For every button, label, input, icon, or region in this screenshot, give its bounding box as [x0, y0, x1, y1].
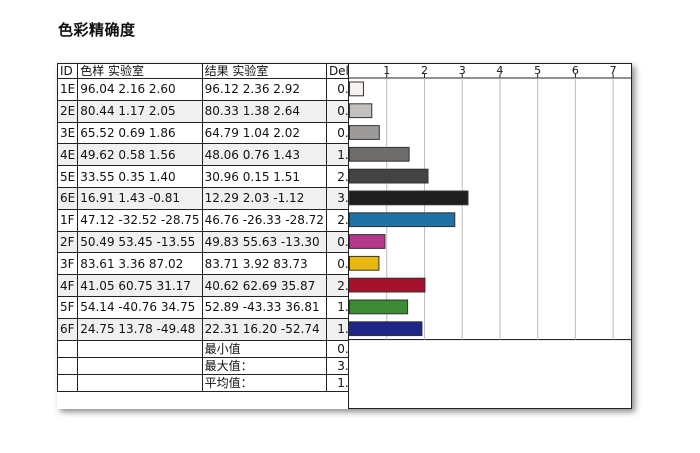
header-id: ID	[56, 63, 79, 79]
row-result-lab: 22.31 16.20 -52.74	[201, 317, 327, 341]
bar-2E	[349, 103, 373, 119]
stat-empty	[56, 339, 79, 358]
bar-1E	[349, 81, 364, 97]
bar-4F	[349, 277, 426, 293]
bar-5F	[349, 299, 409, 315]
row-reference-lab: 16.91 1.43 -0.81	[77, 186, 203, 210]
row-reference-lab: 41.05 60.75 31.17	[77, 274, 203, 297]
row-id: 4F	[56, 274, 79, 297]
tick-label: 4	[496, 64, 503, 77]
row-id: 1E	[56, 78, 79, 101]
row-result-lab: 80.33 1.38 2.64	[201, 99, 327, 123]
table-header-row: ID 色样 实验室 结果 实验室 Delta E	[56, 63, 376, 79]
stat-row: 最大值：3.14	[56, 356, 376, 376]
stat-empty	[77, 374, 203, 393]
row-id: 5F	[56, 295, 79, 319]
row-result-lab: 30.96 0.15 1.51	[201, 165, 327, 188]
row-reference-lab: 80.44 1.17 2.05	[77, 99, 203, 123]
row-result-lab: 83.71 3.92 83.73	[201, 252, 327, 276]
row-result-lab: 49.83 55.63 -13.30	[201, 230, 327, 254]
stat-label: 最小值	[201, 339, 327, 358]
bar-6F	[349, 321, 423, 337]
tick-label: 3	[459, 64, 466, 77]
tick-label: 5	[534, 64, 541, 77]
row-id: 4E	[56, 143, 79, 167]
row-reference-lab: 33.55 0.35 1.40	[77, 165, 203, 188]
bar-1F	[349, 212, 456, 228]
row-result-lab: 96.12 2.36 2.92	[201, 78, 327, 101]
row-reference-lab: 96.04 2.16 2.60	[77, 78, 203, 101]
bar-3E	[349, 125, 380, 140]
bar-4E	[349, 146, 410, 162]
row-id: 3F	[56, 252, 79, 276]
delta-e-bar-chart: 1 2 3 4 5 6 7	[348, 63, 632, 409]
stat-row: 最小值0.37	[56, 339, 376, 358]
row-reference-lab: 47.12 -32.52 -28.75	[77, 208, 203, 232]
header-result: 结果 实验室	[201, 63, 327, 79]
row-id: 6F	[56, 317, 79, 341]
tick-label: 2	[421, 64, 428, 77]
row-result-lab: 64.79 1.04 2.02	[201, 121, 327, 145]
row-id: 5E	[56, 165, 79, 188]
stat-empty	[77, 339, 203, 358]
header-reference: 色样 实验室	[77, 63, 203, 79]
row-id: 1F	[56, 208, 79, 232]
tick-label: 7	[610, 64, 617, 77]
row-reference-lab: 24.75 13.78 -49.48	[77, 317, 203, 341]
row-result-lab: 12.29 2.03 -1.12	[201, 186, 327, 210]
row-id: 3E	[56, 121, 79, 145]
row-result-lab: 46.76 -26.33 -28.72	[201, 208, 327, 232]
bar-3F	[349, 255, 380, 271]
row-result-lab: 48.06 0.76 1.43	[201, 143, 327, 167]
row-result-lab: 52.89 -43.33 36.81	[201, 295, 327, 319]
row-reference-lab: 49.62 0.58 1.56	[77, 143, 203, 167]
row-reference-lab: 54.14 -40.76 34.75	[77, 295, 203, 319]
bar-5E	[349, 168, 429, 184]
stat-label: 最大值：	[201, 356, 327, 376]
table-row: 1F 47.12 -32.52 -28.75 46.76 -26.33 -28.72…	[56, 208, 376, 232]
row-reference-lab: 83.61 3.36 87.02	[77, 252, 203, 276]
page-title: 色彩精确度	[58, 21, 136, 39]
chart-footer	[348, 339, 632, 409]
stat-row: 平均值：1.54	[56, 374, 376, 393]
row-id: 2E	[56, 99, 79, 123]
tick-label: 1	[383, 64, 390, 77]
stat-label: 平均值：	[201, 374, 327, 393]
row-reference-lab: 50.49 53.45 -13.55	[77, 230, 203, 254]
row-id: 2F	[56, 230, 79, 254]
bar-6E	[349, 190, 469, 206]
stat-empty	[77, 356, 203, 376]
row-id: 6E	[56, 186, 79, 210]
tick-label: 6	[572, 64, 579, 77]
bar-2F	[349, 234, 386, 249]
row-reference-lab: 65.52 0.69 1.86	[77, 121, 203, 145]
stat-empty	[56, 374, 79, 393]
row-result-lab: 40.62 62.69 35.87	[201, 274, 327, 297]
stat-empty	[56, 356, 79, 376]
